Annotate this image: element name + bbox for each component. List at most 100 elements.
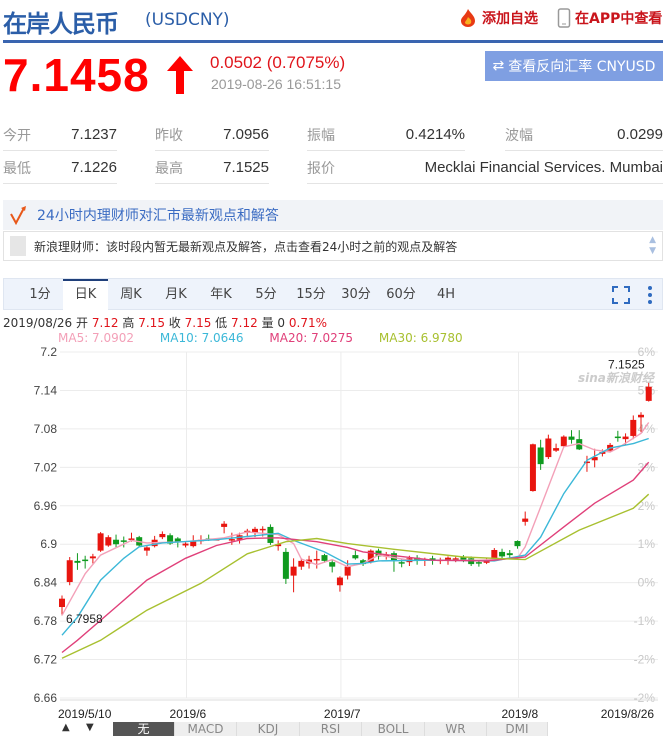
stat-value: 7.1237 bbox=[71, 126, 117, 143]
header-divider bbox=[3, 40, 663, 43]
y-tick-label: 7.02 bbox=[34, 460, 58, 474]
tab-60min[interactable]: 60分 bbox=[386, 287, 416, 302]
candle-down bbox=[321, 555, 328, 561]
info-open: 7.12 bbox=[91, 316, 119, 330]
arrow-up-small-icon[interactable]: ▲ bbox=[649, 235, 656, 245]
candlestick-chart[interactable]: 7.26%7.145%7.084%7.023%6.962%6.91%6.840%… bbox=[0, 340, 667, 705]
tab-1min[interactable]: 1分 bbox=[29, 287, 51, 302]
candle-up bbox=[591, 457, 598, 461]
tab-4h[interactable]: 4H bbox=[436, 287, 456, 302]
indicator-macd[interactable]: MACD bbox=[175, 722, 237, 736]
ma30-legend: MA30: 6.9780 bbox=[378, 331, 463, 345]
indicator-none[interactable]: 无 bbox=[113, 722, 175, 736]
candle-down bbox=[120, 540, 127, 542]
info-low: 7.12 bbox=[231, 316, 258, 330]
indicator-kdj[interactable]: KDJ bbox=[237, 722, 300, 736]
candle-up bbox=[59, 598, 65, 608]
pct-tick-label: -2% bbox=[634, 691, 656, 705]
candle-down bbox=[282, 551, 289, 579]
info-date: 2019/08/26 bbox=[3, 316, 73, 330]
info-vol-label: 量 bbox=[261, 316, 274, 330]
current-price: 7.1458 bbox=[3, 49, 150, 101]
pct-tick-label: 2% bbox=[638, 499, 656, 513]
candle-down bbox=[398, 562, 405, 564]
tab-5min[interactable]: 5分 bbox=[255, 287, 277, 302]
tab-monthly-k[interactable]: 月K bbox=[165, 287, 187, 302]
scroll-up-button[interactable]: ▲ bbox=[62, 722, 70, 733]
ma20-line bbox=[61, 461, 650, 654]
chart-period-tabs: 1分 日K 周K 月K 年K 5分 15分 30分 60分 4H bbox=[3, 278, 663, 310]
add-watchlist-label: 添加自选 bbox=[482, 11, 538, 27]
indicator-wr[interactable]: WR bbox=[425, 722, 487, 736]
candle-down bbox=[614, 436, 621, 439]
stat-value: 7.0956 bbox=[223, 126, 269, 143]
more-options-icon[interactable] bbox=[647, 285, 653, 305]
candle-up bbox=[221, 523, 228, 527]
candle-up bbox=[344, 566, 351, 576]
y-tick-label: 6.72 bbox=[34, 653, 58, 667]
y-tick-label: 7.08 bbox=[34, 422, 58, 436]
ma5-legend: MA5: 7.0902 bbox=[58, 331, 135, 345]
candle-up bbox=[336, 577, 343, 586]
x-tick-label: 2019/8 bbox=[501, 707, 539, 721]
candle-up bbox=[159, 533, 166, 538]
quote-timestamp: 2019-08-26 16:51:15 bbox=[211, 76, 341, 92]
stat-value: 7.1525 bbox=[223, 159, 269, 176]
candle-up bbox=[313, 558, 320, 561]
candle-up bbox=[259, 528, 266, 531]
y-tick-label: 7.14 bbox=[34, 383, 58, 397]
candle-up bbox=[491, 549, 498, 560]
tab-30min[interactable]: 30分 bbox=[341, 287, 371, 302]
stat-label: 今开 bbox=[3, 127, 31, 144]
candle-down bbox=[360, 560, 367, 565]
trend-arrow-icon bbox=[10, 206, 26, 226]
candle-down bbox=[475, 562, 482, 564]
candle-down bbox=[537, 447, 544, 465]
stat-high: 最高 7.1525 bbox=[155, 152, 269, 184]
candle-up bbox=[97, 533, 104, 551]
info-high-label: 高 bbox=[122, 316, 135, 330]
x-tick-label: 2019/6 bbox=[169, 707, 207, 721]
tab-daily-k[interactable]: 日K bbox=[63, 279, 108, 310]
reverse-rate-button[interactable]: ⇄ 查看反向汇率 CNYUSD bbox=[485, 51, 663, 81]
price-change: 0.0502 (0.7075%) bbox=[210, 53, 346, 72]
qa-header[interactable]: 24小时内理财师对汇市最新观点和解答 bbox=[3, 200, 663, 230]
indicator-boll[interactable]: BOLL bbox=[362, 722, 425, 736]
qa-message-row[interactable]: 新浪理财师：该时段内暂无最新观点及解答，点击查看24小时之前的观点及解答 ▲ ▼ bbox=[3, 231, 663, 261]
scroll-down-button[interactable]: ▼ bbox=[86, 722, 94, 733]
x-tick-label: 2019/8/26 bbox=[600, 707, 655, 721]
candle-up bbox=[638, 414, 644, 418]
candle-up bbox=[190, 541, 197, 547]
stat-prev-close: 昨收 7.0956 bbox=[155, 119, 269, 151]
swap-icon: ⇄ bbox=[492, 58, 505, 74]
candle-down bbox=[499, 551, 506, 557]
candle-down bbox=[514, 541, 521, 547]
candle-up bbox=[545, 438, 552, 458]
tab-weekly-k[interactable]: 周K bbox=[120, 287, 142, 302]
stat-open: 今开 7.1237 bbox=[3, 119, 117, 151]
stat-amplitude: 振幅 0.4214% bbox=[307, 119, 465, 151]
view-in-app-button[interactable]: 在APP中查看 bbox=[557, 8, 662, 28]
high-annotation: 7.1525 bbox=[608, 357, 645, 371]
ma10-line bbox=[61, 437, 649, 636]
indicator-rsi[interactable]: RSI bbox=[300, 722, 362, 736]
candle-up bbox=[622, 436, 629, 440]
qa-scroll-arrows[interactable]: ▲ ▼ bbox=[649, 235, 656, 257]
arrow-down-small-icon[interactable]: ▼ bbox=[649, 246, 656, 256]
candle-up bbox=[228, 539, 235, 541]
phone-icon bbox=[557, 8, 571, 28]
candle-up bbox=[89, 556, 96, 559]
candle-down bbox=[390, 553, 397, 561]
candle-up bbox=[105, 537, 112, 546]
tab-yearly-k[interactable]: 年K bbox=[210, 287, 232, 302]
stat-label: 报价 bbox=[307, 160, 335, 177]
fullscreen-icon[interactable] bbox=[612, 286, 630, 304]
flame-icon bbox=[461, 9, 475, 27]
reverse-rate-label: 查看反向汇率 CNYUSD bbox=[508, 59, 656, 75]
qa-title: 24小时内理财师对汇市最新观点和解答 bbox=[37, 208, 279, 224]
candle-up bbox=[522, 518, 529, 522]
indicator-dmi[interactable]: DMI bbox=[487, 722, 548, 736]
sina-watermark: sina新浪财经 bbox=[578, 371, 654, 385]
tab-15min[interactable]: 15分 bbox=[296, 287, 326, 302]
add-watchlist-button[interactable]: 添加自选 bbox=[458, 8, 538, 28]
